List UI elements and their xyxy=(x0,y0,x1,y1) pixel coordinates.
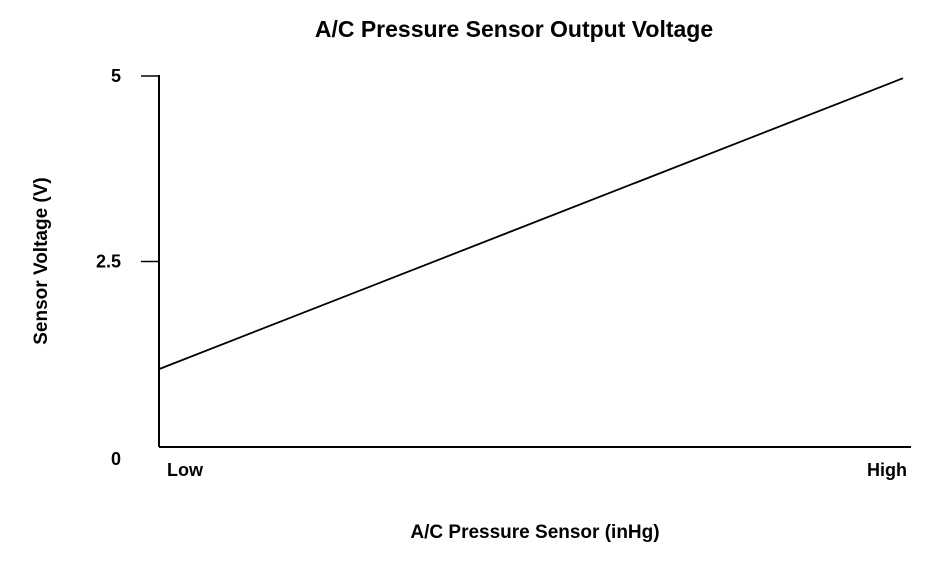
x-ticks: Low High xyxy=(167,460,907,480)
chart-title: A/C Pressure Sensor Output Voltage xyxy=(315,16,713,42)
y-ticks: 02.55 xyxy=(96,66,159,469)
series-layer xyxy=(158,77,904,370)
y-tick-label: 5 xyxy=(111,66,121,86)
series-line-0 xyxy=(158,77,904,370)
x-tick-label: High xyxy=(867,460,907,480)
plot-area: 02.55 Low High xyxy=(96,66,911,480)
y-tick-label: 0 xyxy=(111,449,121,469)
x-tick-label: Low xyxy=(167,460,204,480)
x-axis-label: A/C Pressure Sensor (inHg) xyxy=(410,522,659,543)
y-axis-label: Sensor Voltage (V) xyxy=(31,177,52,345)
y-tick-label: 2.5 xyxy=(96,252,121,272)
